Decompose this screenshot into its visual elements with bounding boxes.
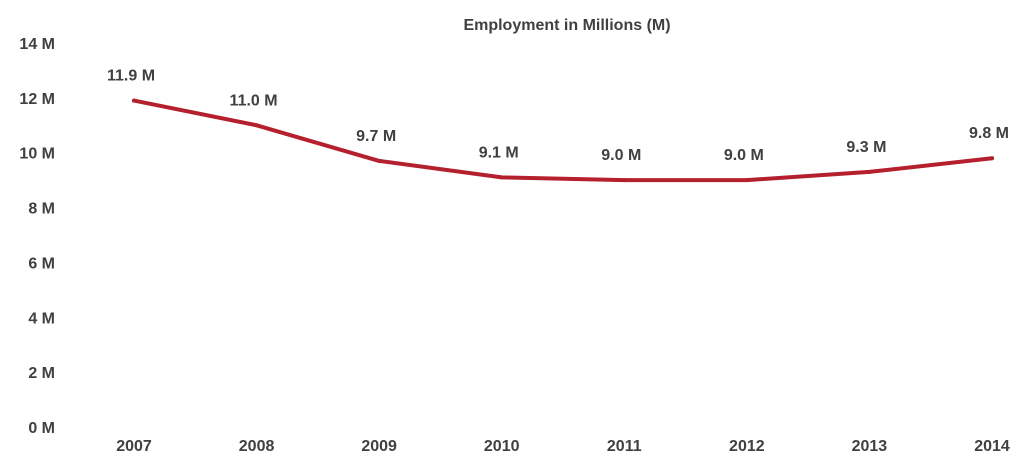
data-label: 9.7 M xyxy=(356,128,396,145)
plot-area: 11.9 M 11.0 M 9.7 M 9.1 M 9.0 M 9.0 M 9.3 M 9.8… xyxy=(107,68,1009,183)
x-tick-label: 2007 xyxy=(116,438,152,455)
data-point xyxy=(989,156,994,161)
y-tick-label: 10 M xyxy=(19,146,55,163)
data-label: 11.9 M xyxy=(107,68,155,85)
x-tick-label: 2008 xyxy=(239,438,275,455)
x-tick-label: 2010 xyxy=(484,438,520,455)
data-point xyxy=(744,178,749,183)
data-label: 9.0 M xyxy=(601,147,641,164)
y-tick-label: 14 M xyxy=(19,36,55,53)
y-tick-label: 12 M xyxy=(19,91,55,108)
x-tick-label: 2014 xyxy=(974,438,1010,455)
y-tick-label: 4 M xyxy=(28,310,55,327)
series-line xyxy=(132,98,994,183)
data-label: 9.8 M xyxy=(969,125,1009,142)
y-axis: 0 M 2 M 4 M 6 M 8 M 10 M 12 M 14 M xyxy=(19,36,55,437)
x-tick-label: 2009 xyxy=(361,438,397,455)
data-point xyxy=(254,123,259,128)
x-axis: 2007 2008 2009 2010 2011 2012 2013 2014 xyxy=(116,438,1010,455)
data-label: 9.1 M xyxy=(479,144,519,161)
x-tick-label: 2013 xyxy=(852,438,888,455)
data-point xyxy=(499,175,504,180)
y-tick-label: 8 M xyxy=(28,201,55,218)
data-label: 9.3 M xyxy=(846,139,886,156)
data-point xyxy=(622,178,627,183)
y-tick-label: 0 M xyxy=(28,420,55,437)
data-point xyxy=(867,169,872,174)
chart-title: Employment in Millions (M) xyxy=(463,17,670,34)
x-tick-label: 2011 xyxy=(607,438,642,455)
data-label: 11.0 M xyxy=(230,92,278,109)
y-tick-label: 6 M xyxy=(28,255,55,272)
data-point xyxy=(377,158,382,163)
x-tick-label: 2012 xyxy=(729,438,765,455)
data-point xyxy=(132,98,136,103)
y-tick-label: 2 M xyxy=(28,365,55,382)
data-label: 9.0 M xyxy=(724,147,764,164)
